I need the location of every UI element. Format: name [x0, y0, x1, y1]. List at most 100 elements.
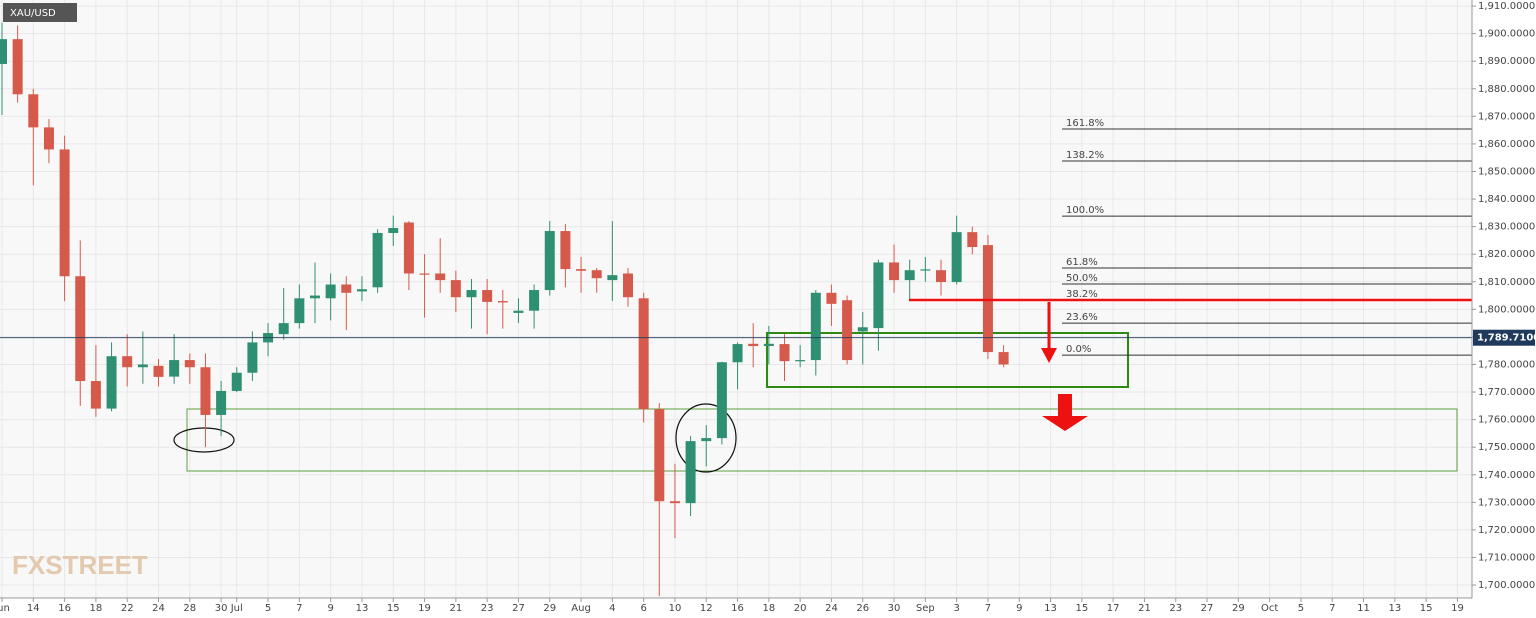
fib-label: 50.0% — [1066, 273, 1098, 284]
candle-body — [497, 301, 508, 303]
candle-body — [560, 231, 571, 270]
y-tick-label: 1,820.0000 — [1478, 249, 1535, 260]
candle-body — [247, 342, 258, 373]
x-tick-label: Sep — [916, 603, 935, 614]
candle-body — [341, 284, 352, 293]
candle-body — [513, 310, 524, 313]
candles: 161.8% 138.2% 100.0% 61.8% 50.0% 38.2% 23.6% 0.… — [0, 22, 1472, 597]
candle-body — [889, 262, 900, 281]
x-tick-label: 18 — [762, 603, 775, 614]
x-tick-label: 5 — [1298, 603, 1304, 614]
y-tick-label: 1,770.0000 — [1478, 387, 1535, 398]
y-tick-label: 1,890.0000 — [1478, 56, 1535, 67]
x-tick-label: 15 — [387, 603, 400, 614]
candle-body — [231, 372, 242, 391]
candle-body — [325, 284, 336, 299]
x-tick-label: 6 — [640, 603, 646, 614]
x-tick-label: 21 — [1138, 603, 1151, 614]
x-tick-label: 16 — [731, 603, 744, 614]
candle-body — [529, 290, 540, 311]
candle-body — [716, 362, 727, 439]
down-arrow — [1041, 302, 1057, 363]
y-tick-label: 1,910.0000 — [1478, 1, 1535, 12]
candle-body — [576, 269, 587, 271]
x-tick-label: 30 — [215, 603, 228, 614]
candle-body — [857, 327, 868, 332]
candle-body — [842, 300, 853, 361]
x-tick-label: 23 — [481, 603, 494, 614]
candle-body — [701, 438, 712, 442]
y-tick-label: 1,710.0000 — [1478, 552, 1535, 563]
candle-body — [0, 39, 7, 64]
target-zone — [766, 332, 1129, 388]
candle-body — [873, 262, 884, 329]
candle-body — [951, 232, 962, 283]
fib-label: 161.8% — [1066, 118, 1104, 129]
x-tick-label: 21 — [449, 603, 462, 614]
y-tick-label: 1,870.0000 — [1478, 111, 1535, 122]
y-tick-label: 1,900.0000 — [1478, 29, 1535, 40]
x-tick-label: 5 — [265, 603, 271, 614]
grid — [0, 0, 1472, 598]
title-box — [3, 3, 77, 22]
candle-body — [623, 273, 633, 298]
candle-body — [122, 356, 133, 368]
x-tick-label: 27 — [512, 603, 525, 614]
candle-body — [435, 273, 446, 281]
candle-body — [372, 232, 383, 288]
x-tick-label: 29 — [543, 603, 556, 614]
x-tick-label: 24 — [152, 603, 165, 614]
x-tick-label: 18 — [90, 603, 103, 614]
candle-body — [544, 231, 555, 291]
x-tick-label: 15 — [1420, 603, 1433, 614]
candle-body — [12, 39, 23, 95]
y-tick-label: 1,840.0000 — [1478, 194, 1535, 205]
candle-body — [654, 409, 665, 502]
x-tick-label: 27 — [1201, 603, 1214, 614]
block-arrow — [1042, 394, 1088, 431]
x-tick-label: 24 — [825, 603, 838, 614]
x-tick-label: 15 — [1075, 603, 1088, 614]
x-tick-label: 20 — [794, 603, 807, 614]
candle-body — [763, 343, 774, 347]
x-tick-label: 16 — [58, 603, 71, 614]
x-tick-label: 29 — [1232, 603, 1245, 614]
x-tick-label: 23 — [1169, 603, 1182, 614]
fib-label: 61.8% — [1066, 257, 1098, 268]
candle-body — [294, 298, 305, 324]
candle-body — [278, 323, 289, 335]
y-tick-label: 1,850.0000 — [1478, 166, 1535, 177]
last-price-label: 1,789.7100 — [1477, 333, 1536, 344]
circle-marker — [675, 403, 737, 473]
x-tick-label: 26 — [856, 603, 869, 614]
y-tick-label: 1,750.0000 — [1478, 442, 1535, 453]
candle-body — [967, 232, 978, 248]
x-tick-label: 19 — [418, 603, 431, 614]
y-tick-label: 1,700.0000 — [1478, 580, 1535, 591]
candle-body — [920, 269, 931, 271]
candle-body — [607, 275, 618, 281]
candle-body — [982, 245, 993, 353]
x-tick-label: 3 — [953, 603, 959, 614]
candle-body — [732, 344, 743, 363]
x-tick-label: Aug — [571, 603, 591, 614]
x-tick-label: 9 — [327, 603, 333, 614]
x-tick-label: 13 — [1044, 603, 1057, 614]
y-tick-label: 1,860.0000 — [1478, 139, 1535, 150]
x-tick-label: 7 — [1329, 603, 1335, 614]
candle-body — [153, 365, 164, 377]
y-tick-label: 1,720.0000 — [1478, 525, 1535, 536]
candle-body — [356, 289, 367, 292]
y-tick-label: 1,760.0000 — [1478, 415, 1535, 426]
support-zone — [186, 408, 1458, 472]
last-price-box — [1473, 329, 1535, 346]
x-tick-label: 13 — [1388, 603, 1401, 614]
candle-body — [795, 360, 806, 362]
candle-body — [43, 127, 54, 150]
candle-body — [998, 352, 1009, 365]
x-tick-label: 4 — [609, 603, 615, 614]
candle-body — [779, 344, 790, 362]
y-tick-label: 1,800.0000 — [1478, 304, 1535, 315]
y-tick-label: 1,730.0000 — [1478, 497, 1535, 508]
